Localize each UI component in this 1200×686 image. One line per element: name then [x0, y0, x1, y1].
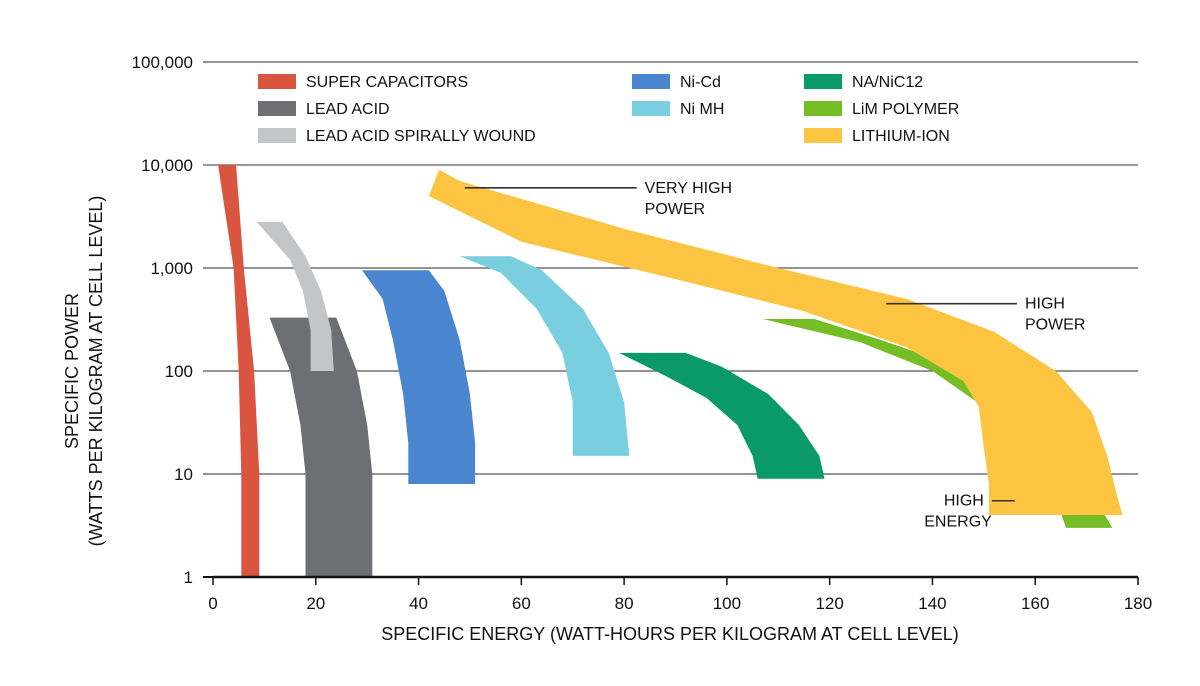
- y-axis-title-line2: (WATTS PER KILOGRAM AT CELL LEVEL): [86, 196, 106, 547]
- axes: 1 10 100 1,000 10,000 100,000 0 20 40 60 80 100 120 1…: [132, 53, 1153, 613]
- annotation-label: HIGH: [944, 493, 984, 510]
- x-tick-label: 20: [306, 594, 325, 613]
- annotation-label: VERY HIGH: [645, 180, 732, 197]
- y-tick-label: 10,000: [141, 156, 193, 175]
- legend-swatch: [804, 74, 842, 89]
- band-na-nic12: [619, 352, 825, 479]
- y-tick-label: 10: [174, 465, 193, 484]
- x-tick-label: 180: [1124, 594, 1152, 613]
- legend-swatch: [804, 101, 842, 116]
- annotation-label: POWER: [1025, 317, 1085, 334]
- legend-swatch: [632, 101, 670, 116]
- legend-swatch: [258, 74, 296, 89]
- band-ni-mh: [459, 256, 630, 456]
- band-ni-cd: [362, 270, 476, 484]
- legend-label: LEAD ACID SPIRALLY WOUND: [306, 128, 536, 145]
- x-tick-label: 140: [918, 594, 946, 613]
- legend-label: SUPER CAPACITORS: [306, 74, 468, 91]
- legend-label: Ni MH: [680, 101, 724, 118]
- x-tick-label: 80: [615, 594, 634, 613]
- legend-label: NA/NiC12: [852, 74, 923, 91]
- legend-swatch: [258, 101, 296, 116]
- y-tick-label: 100,000: [132, 53, 193, 72]
- x-tick-label: 0: [208, 594, 217, 613]
- legend-label: Ni-Cd: [680, 74, 721, 91]
- x-tick-label: 100: [713, 594, 741, 613]
- x-axis-title: SPECIFIC ENERGY (WATT-HOURS PER KILOGRAM…: [381, 624, 958, 644]
- band-lead-acid-spirally-wound: [256, 221, 334, 371]
- legend-swatch: [258, 128, 296, 143]
- annotations: VERY HIGH POWER HIGH POWER HIGH ENERGY: [464, 180, 1085, 531]
- band-lithium-ion: [428, 169, 1123, 515]
- legend-label: LEAD ACID: [306, 101, 390, 118]
- legend-swatch: [632, 74, 670, 89]
- series-bands: [218, 165, 1123, 577]
- legend-label: LiM POLYMER: [852, 101, 959, 118]
- legend-label: LITHIUM-ION: [852, 128, 950, 145]
- legend: SUPER CAPACITORS LEAD ACID LEAD ACID SPIRA…: [258, 74, 959, 145]
- x-tick-label: 120: [815, 594, 843, 613]
- annotation-label: POWER: [645, 201, 705, 218]
- y-tick-label: 1,000: [150, 259, 193, 278]
- legend-swatch: [804, 128, 842, 143]
- annotation-label: HIGH: [1025, 296, 1065, 313]
- band-super-capacitors: [218, 165, 260, 577]
- y-tick-label: 100: [165, 362, 193, 381]
- x-tick-label: 160: [1021, 594, 1049, 613]
- x-tick-label: 60: [512, 594, 531, 613]
- annotation-label: ENERGY: [924, 514, 992, 531]
- y-axis-title-line1: SPECIFIC POWER: [62, 293, 82, 449]
- band-lead-acid: [269, 317, 373, 577]
- x-tick-label: 40: [409, 594, 428, 613]
- y-tick-label: 1: [184, 568, 193, 587]
